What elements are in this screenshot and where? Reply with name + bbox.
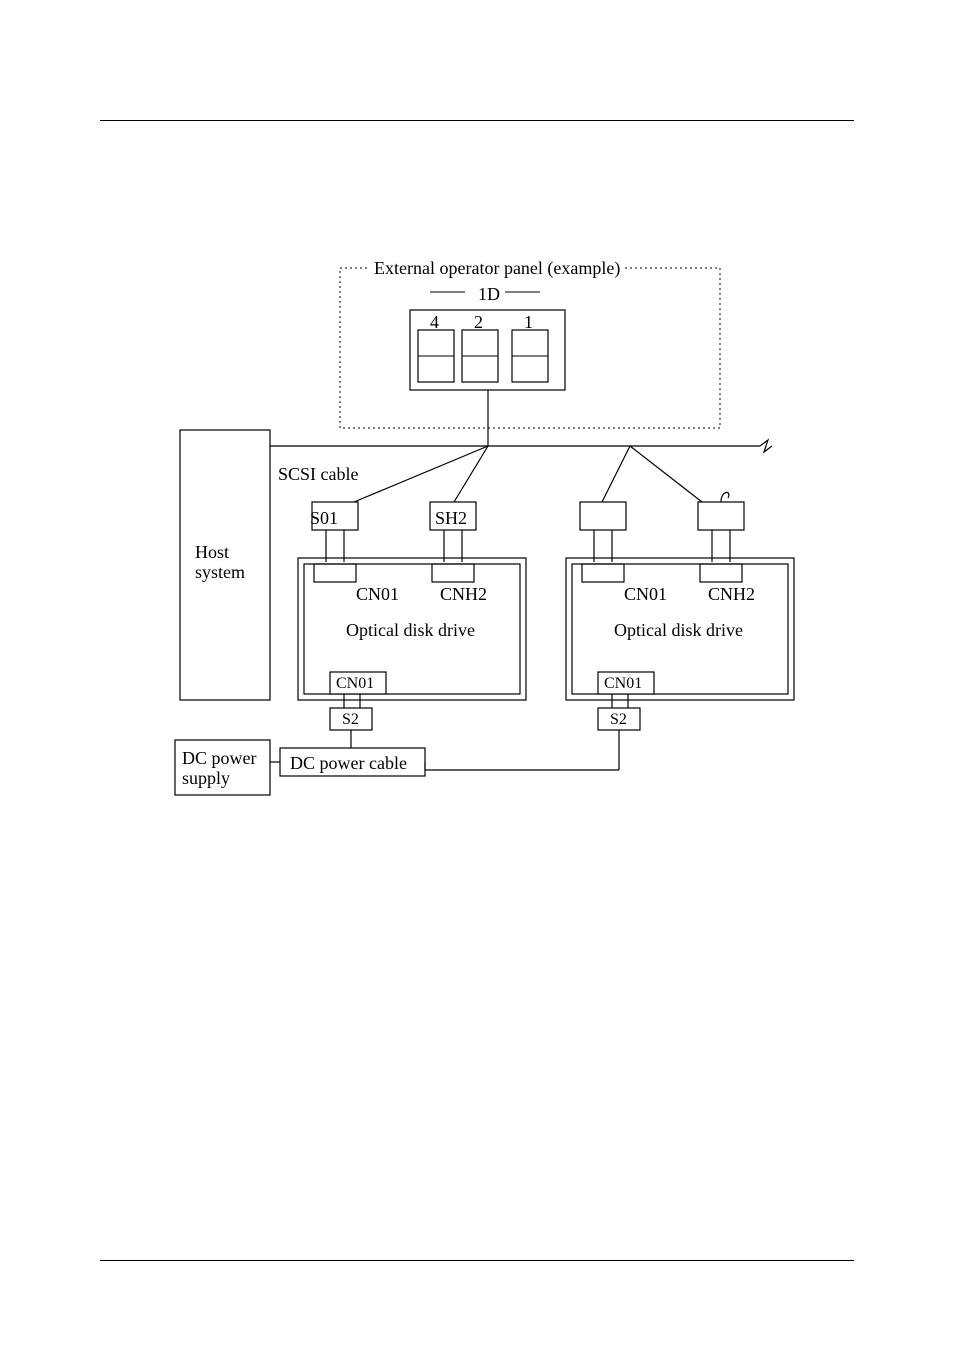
- panel-id-header: 1D: [478, 284, 500, 306]
- drive2-cnh2: CNH2: [708, 584, 755, 606]
- s01-label: S01: [310, 508, 338, 530]
- dc-cable-label: DC power cable: [290, 753, 407, 775]
- drive1-s2: S2: [342, 711, 359, 729]
- panel-switch-1: 1: [524, 312, 533, 334]
- dc-supply-1: DC power: [182, 748, 257, 770]
- drive2-cn01-bottom: CN01: [604, 675, 642, 693]
- horizontal-rule-top: [100, 120, 854, 121]
- drive2-title: Optical disk drive: [614, 620, 743, 642]
- panel-switch-2: 2: [474, 312, 483, 334]
- connection-diagram: External operator panel (example) 1D 4 2…: [100, 240, 854, 840]
- scsi-cable-label: SCSI cable: [278, 464, 359, 486]
- scsi-break-icon: [760, 440, 772, 452]
- drive1-cnh2: CNH2: [440, 584, 487, 606]
- dc-supply-2: supply: [182, 768, 230, 790]
- terminator-icon: [721, 492, 729, 502]
- drive2-s2: S2: [610, 711, 627, 729]
- horizontal-rule-bottom: [100, 1260, 854, 1261]
- host-label-2: system: [195, 562, 245, 584]
- drive2-cn01-top: CN01: [624, 584, 667, 606]
- drive1-cn01-bottom: CN01: [336, 675, 374, 693]
- drive1-cn01-top: CN01: [356, 584, 399, 606]
- sh2-label: SH2: [435, 508, 467, 530]
- panel-switch-4: 4: [430, 312, 439, 334]
- panel-title: External operator panel (example): [370, 258, 624, 279]
- host-label-1: Host: [195, 542, 229, 564]
- drive1-title: Optical disk drive: [346, 620, 475, 642]
